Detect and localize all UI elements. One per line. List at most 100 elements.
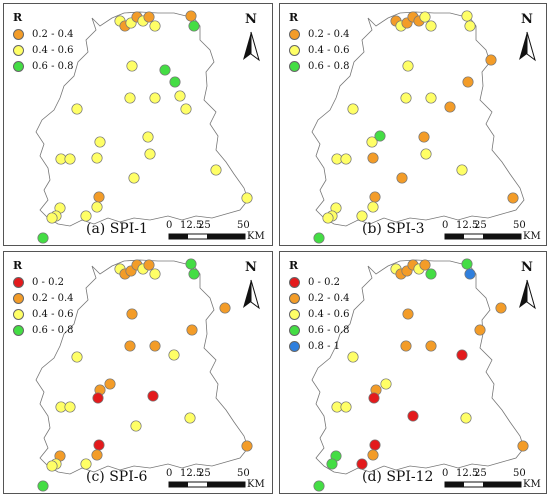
scale-tick-label: 0 (166, 468, 173, 479)
map-canvas (35, 10, 260, 244)
legend: 0.2 - 0.4 0.4 - 0.6 0.6 - 0.8 (289, 26, 350, 74)
station-marker (444, 101, 456, 113)
scale-bar (444, 233, 522, 240)
station-marker (326, 458, 338, 470)
station-marker (313, 480, 325, 492)
panel-caption: (a) SPI-1 (86, 221, 148, 237)
station-marker (347, 103, 359, 115)
legend-item: 0 - 0.2 (289, 274, 350, 290)
map-canvas (311, 10, 536, 244)
station-marker (425, 20, 437, 32)
station-marker (186, 324, 198, 336)
north-arrow-icon (519, 31, 536, 62)
legend-swatch (13, 292, 24, 304)
station-marker (144, 148, 156, 160)
legend-label: 0.8 - 1 (308, 340, 341, 352)
scale-bar (444, 481, 522, 488)
station-marker (184, 412, 196, 424)
legend-title: R (289, 259, 299, 272)
station-marker (174, 90, 186, 102)
station-marker (126, 60, 138, 72)
scale-tick-label: 0 (442, 220, 449, 231)
map-panel-spi-1: R 0.2 - 0.4 0.4 - 0.6 0.6 - 0.8 N 0 12.5 25 50 KM… (3, 3, 273, 246)
station-marker (149, 92, 161, 104)
legend-item: 0.2 - 0.4 (289, 26, 350, 42)
station-marker (464, 268, 476, 280)
scale-tick-label: 12.5 (456, 468, 479, 479)
station-marker (64, 401, 76, 413)
scale-tick-label: 50 (513, 468, 526, 479)
legend-swatch (289, 292, 300, 304)
station-marker (456, 349, 468, 361)
station-marker (419, 11, 431, 23)
legend-item: 0.4 - 0.6 (13, 306, 74, 322)
panel-caption: (b) SPI-3 (362, 221, 425, 237)
station-marker (210, 164, 222, 176)
station-marker (380, 378, 392, 390)
legend-label: 0.6 - 0.8 (32, 60, 74, 72)
legend-swatch (289, 324, 300, 336)
scale-tick-label: 25 (198, 468, 211, 479)
legend-swatch (289, 308, 300, 320)
station-marker (485, 54, 497, 66)
station-marker (347, 351, 359, 363)
legend-label: 0.4 - 0.6 (32, 44, 74, 56)
map-canvas (311, 258, 536, 492)
station-marker (149, 268, 161, 280)
station-marker (425, 340, 437, 352)
station-marker (92, 392, 104, 404)
station-marker (400, 340, 412, 352)
station-marker (124, 92, 136, 104)
legend-swatch (289, 44, 300, 56)
scale-tick-label: 0 (442, 468, 449, 479)
scale-tick-label: 0 (166, 220, 173, 231)
legend-title: R (13, 259, 23, 272)
station-marker (474, 324, 486, 336)
legend-label: 0 - 0.2 (32, 276, 65, 288)
legend-item: 0.4 - 0.6 (13, 42, 74, 58)
legend-item: 0.8 - 1 (289, 338, 350, 354)
scale-unit: KM (523, 479, 541, 490)
station-marker (180, 103, 192, 115)
legend-item: 0.6 - 0.8 (13, 322, 74, 338)
station-marker (356, 210, 368, 222)
station-marker (37, 480, 49, 492)
panel-caption: (c) SPI-6 (86, 469, 148, 485)
scale-tick-label: 12.5 (180, 468, 203, 479)
station-marker (495, 302, 507, 314)
north-label: N (245, 12, 257, 27)
station-marker (185, 258, 197, 270)
station-marker (407, 410, 419, 422)
station-marker (369, 191, 381, 203)
legend-swatch (13, 28, 24, 40)
station-marker (128, 172, 140, 184)
scale-tick-label: 12.5 (456, 220, 479, 231)
legend-swatch (13, 308, 24, 320)
legend-label: 0.4 - 0.6 (308, 308, 350, 320)
legend-label: 0.2 - 0.4 (308, 292, 350, 304)
station-marker (461, 258, 473, 270)
legend-item: 0.2 - 0.4 (13, 26, 74, 42)
station-marker (93, 439, 105, 451)
station-marker (91, 449, 103, 461)
scale-unit: KM (247, 479, 265, 490)
station-marker (168, 349, 180, 361)
scale-tick-label: 25 (474, 220, 487, 231)
legend-swatch (289, 28, 300, 40)
scale-unit: KM (247, 231, 265, 242)
station-marker (367, 201, 379, 213)
north-arrow-icon (243, 31, 260, 62)
station-marker (322, 212, 334, 224)
station-marker (142, 131, 154, 143)
study-area-boundary (311, 11, 525, 227)
legend-label: 0.4 - 0.6 (32, 308, 74, 320)
legend-item: 0.6 - 0.8 (13, 58, 74, 74)
legend-swatch (289, 60, 300, 72)
legend-title: R (13, 11, 23, 24)
station-marker (149, 20, 161, 32)
station-marker (241, 440, 253, 452)
station-marker (124, 340, 136, 352)
station-marker (149, 340, 161, 352)
station-marker (143, 11, 155, 23)
legend-item: 0.2 - 0.4 (289, 290, 350, 306)
